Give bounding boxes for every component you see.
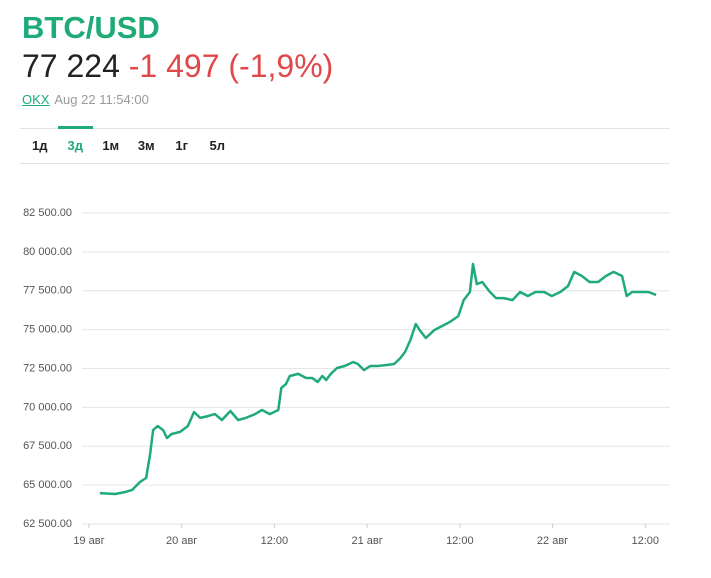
y-tick-label: 75 000.00 bbox=[23, 324, 72, 336]
x-tick-label: 22 авг bbox=[537, 535, 568, 547]
price-line: 77 224 -1 497 (-1,9%) bbox=[22, 48, 333, 85]
x-tick-label: 12:00 bbox=[632, 535, 660, 547]
divider bbox=[20, 128, 670, 129]
range-tab[interactable]: 3д bbox=[57, 126, 94, 163]
source-link[interactable]: OKX bbox=[22, 92, 50, 107]
y-tick-label: 62 500.00 bbox=[23, 518, 72, 530]
price-line bbox=[99, 262, 657, 496]
y-tick-label: 67 500.00 bbox=[23, 440, 72, 452]
range-tab[interactable]: 1г bbox=[175, 138, 189, 153]
x-tick-label: 12:00 bbox=[446, 535, 474, 547]
range-tab[interactable]: 1д bbox=[32, 138, 48, 153]
range-tab[interactable]: 5л bbox=[209, 138, 226, 153]
y-tick-label: 72 500.00 bbox=[23, 362, 72, 374]
x-tick-label: 19 авг bbox=[73, 535, 104, 547]
timestamp: Aug 22 11:54:00 bbox=[54, 92, 149, 107]
divider bbox=[20, 163, 670, 164]
range-tab[interactable]: 3м bbox=[137, 138, 155, 153]
y-tick-label: 77 500.00 bbox=[23, 285, 72, 297]
y-tick-label: 65 000.00 bbox=[23, 479, 72, 491]
range-tab[interactable]: 1м bbox=[102, 138, 120, 153]
x-tick-label: 21 авг bbox=[351, 535, 382, 547]
title: BTC/USD bbox=[22, 10, 160, 45]
x-tick-label: 12:00 bbox=[261, 535, 289, 547]
x-tick-label: 20 авг bbox=[166, 535, 197, 547]
y-tick-label: 82 500.00 bbox=[23, 207, 72, 219]
price: 77 224 bbox=[22, 48, 120, 84]
y-tick-label: 80 000.00 bbox=[23, 246, 72, 258]
tabs: 1д 3д 1м 3м 1г 5л bbox=[22, 126, 235, 163]
change: -1 497 (-1,9%) bbox=[128, 48, 334, 84]
y-tick-label: 70 000.00 bbox=[23, 401, 72, 413]
meta: OKX Aug 22 11:54:00 bbox=[22, 92, 149, 107]
